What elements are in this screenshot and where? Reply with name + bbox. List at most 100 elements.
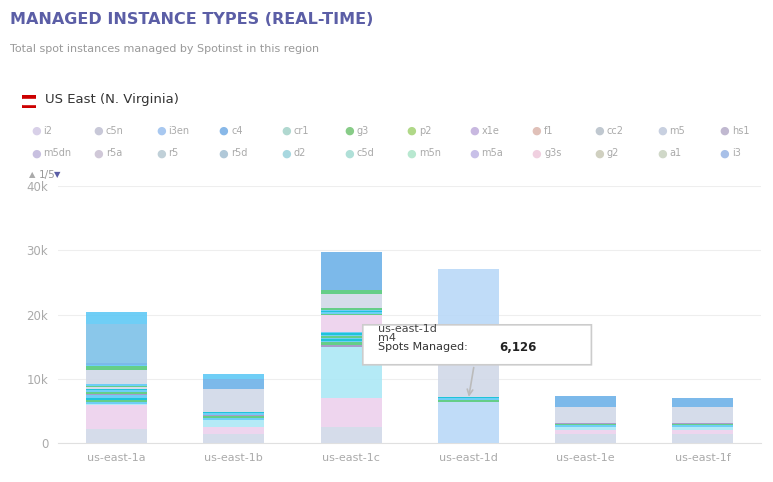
Bar — [555, 407, 616, 423]
Bar — [86, 366, 147, 370]
Bar — [203, 413, 264, 414]
Text: ●: ● — [281, 148, 291, 158]
Text: ●: ● — [532, 148, 542, 158]
Bar — [673, 428, 734, 430]
Text: i3en: i3en — [169, 126, 189, 136]
Bar — [321, 294, 382, 308]
Text: ●: ● — [344, 148, 354, 158]
Text: m5dn: m5dn — [43, 148, 71, 158]
Bar — [22, 99, 36, 104]
Text: ●: ● — [156, 148, 166, 158]
Text: ●: ● — [594, 126, 604, 136]
Bar — [673, 430, 734, 434]
Bar — [321, 290, 382, 294]
Text: ●: ● — [31, 148, 41, 158]
Bar — [555, 434, 616, 443]
Bar — [86, 311, 147, 324]
Bar — [438, 400, 499, 402]
Bar — [86, 370, 147, 384]
Bar — [555, 423, 616, 424]
Text: i2: i2 — [43, 126, 53, 136]
Bar — [673, 407, 734, 423]
Bar — [555, 426, 616, 428]
Bar — [321, 333, 382, 335]
Bar — [86, 324, 147, 363]
Text: g3s: g3s — [544, 148, 561, 158]
Text: m5n: m5n — [419, 148, 441, 158]
Text: ●: ● — [407, 148, 417, 158]
Bar — [86, 365, 147, 366]
Bar — [555, 396, 616, 407]
Bar — [86, 363, 147, 365]
Bar — [321, 338, 382, 339]
Bar — [438, 352, 499, 397]
Text: ●: ● — [219, 148, 229, 158]
Bar — [321, 309, 382, 311]
Text: c5n: c5n — [106, 126, 124, 136]
Bar — [86, 390, 147, 392]
Text: c5d: c5d — [356, 148, 374, 158]
Text: ●: ● — [657, 148, 667, 158]
Bar — [321, 345, 382, 347]
Text: m5: m5 — [669, 126, 685, 136]
Text: g3: g3 — [356, 126, 369, 136]
Bar — [555, 428, 616, 430]
Bar — [321, 252, 382, 290]
Text: 6,126: 6,126 — [499, 341, 536, 354]
Bar — [321, 339, 382, 341]
Text: ●: ● — [156, 126, 166, 136]
Bar — [86, 395, 147, 398]
Bar — [438, 269, 499, 333]
Text: ●: ● — [720, 126, 730, 136]
Text: ●: ● — [281, 126, 291, 136]
Text: ●: ● — [469, 126, 479, 136]
Text: i3: i3 — [732, 148, 741, 158]
Bar — [321, 336, 382, 338]
Bar — [555, 430, 616, 434]
Bar — [86, 404, 147, 405]
Bar — [203, 375, 264, 379]
Bar — [86, 392, 147, 394]
Bar — [321, 313, 382, 316]
Text: ▼: ▼ — [54, 171, 60, 179]
Text: Spots Managed:: Spots Managed: — [378, 342, 472, 352]
Bar — [438, 397, 499, 398]
Bar — [321, 332, 382, 333]
Text: m5a: m5a — [482, 148, 503, 158]
Bar — [203, 420, 264, 428]
Text: x1e: x1e — [482, 126, 499, 136]
Text: ●: ● — [344, 126, 354, 136]
Text: f1: f1 — [544, 126, 553, 136]
Text: ●: ● — [594, 148, 604, 158]
Bar — [438, 333, 499, 352]
Text: ●: ● — [532, 126, 542, 136]
Text: a1: a1 — [669, 148, 682, 158]
Text: cr1: cr1 — [294, 126, 309, 136]
Text: r5a: r5a — [106, 148, 122, 158]
Bar — [203, 411, 264, 413]
Text: r5: r5 — [169, 148, 179, 158]
Bar — [203, 388, 264, 411]
Bar — [438, 398, 499, 400]
Bar — [321, 308, 382, 309]
Bar — [86, 389, 147, 390]
Bar — [203, 415, 264, 416]
Text: c4: c4 — [231, 126, 243, 136]
Text: ●: ● — [94, 148, 104, 158]
Text: Total spot instances managed by Spotinst in this region: Total spot instances managed by Spotinst… — [10, 44, 319, 54]
Text: p2: p2 — [419, 126, 431, 136]
Bar — [203, 417, 264, 420]
Bar — [203, 379, 264, 388]
Bar — [321, 341, 382, 342]
Text: us-east-1d: us-east-1d — [378, 324, 437, 335]
Bar — [203, 428, 264, 434]
Text: m4: m4 — [378, 333, 396, 343]
Text: ●: ● — [407, 126, 417, 136]
Bar — [86, 384, 147, 386]
Bar — [438, 402, 499, 443]
Bar — [86, 400, 147, 402]
Bar — [673, 398, 734, 407]
Bar — [673, 434, 734, 443]
Text: ●: ● — [657, 126, 667, 136]
Text: r5d: r5d — [231, 148, 247, 158]
